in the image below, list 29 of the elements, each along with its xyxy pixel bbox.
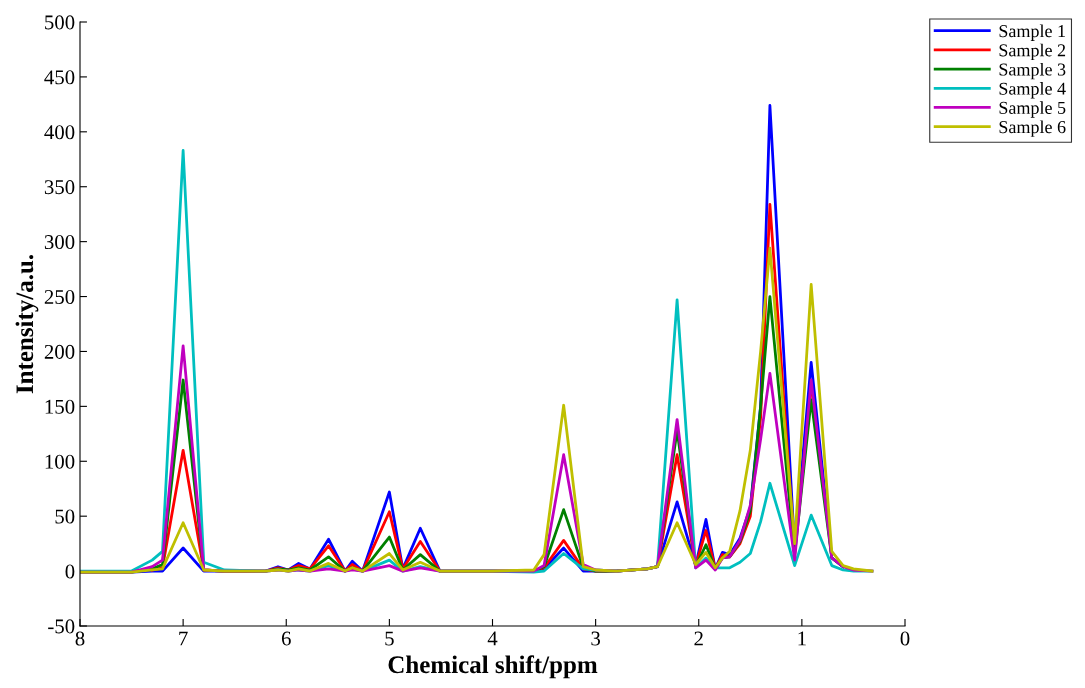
x-tick-label: 3 xyxy=(591,631,601,646)
y-tick-label: 100 xyxy=(45,454,75,469)
x-tick-label: 8 xyxy=(75,631,85,646)
y-axis-title: Intensity/a.u. xyxy=(15,254,39,394)
x-tick-label: 4 xyxy=(487,631,498,646)
y-tick-label: 0 xyxy=(65,564,75,579)
x-tick-label: 1 xyxy=(798,631,806,646)
x-tick-label: 7 xyxy=(179,631,188,646)
x-tick-label: 5 xyxy=(385,631,394,646)
legend-label: Sample 1 xyxy=(999,24,1065,41)
legend-label: Sample 3 xyxy=(999,62,1066,80)
y-tick-label: 500 xyxy=(45,15,75,30)
y-tick-label: 450 xyxy=(44,70,75,85)
legend-label: Sample 4 xyxy=(999,82,1066,99)
y-tick-label: 250 xyxy=(44,289,75,304)
y-tick-label: 50 xyxy=(55,509,75,524)
x-tick-label: 0 xyxy=(900,631,910,646)
y-tick-label: 350 xyxy=(44,180,75,195)
legend-label: Sample 5 xyxy=(999,101,1066,118)
x-axis-title: Chemical shift/ppm xyxy=(388,655,598,679)
y-tick-label: 400 xyxy=(44,125,75,140)
y-tick-label: 150 xyxy=(45,399,75,414)
y-tick-label: 200 xyxy=(44,344,75,359)
y-tick-label: -50 xyxy=(48,619,75,634)
x-tick-label: 2 xyxy=(694,631,703,646)
legend-label: Sample 2 xyxy=(999,43,1066,61)
x-tick-label: 6 xyxy=(281,631,291,646)
legend-label: Sample 6 xyxy=(999,120,1066,137)
y-tick-label: 300 xyxy=(44,235,75,250)
